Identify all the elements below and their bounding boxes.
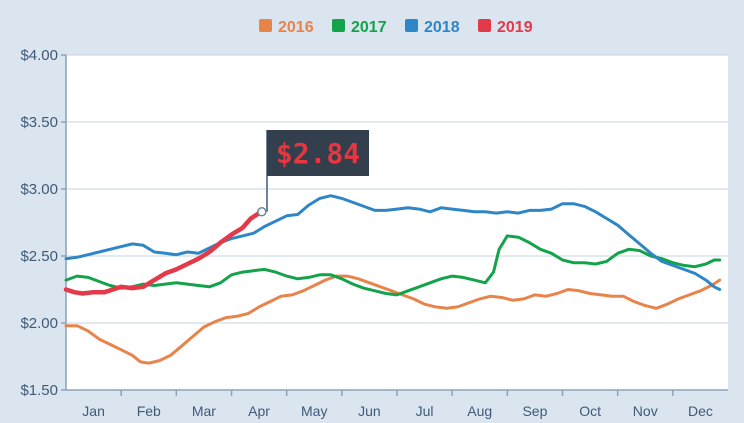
legend: 2016 2017 2018 2019 [259, 19, 533, 36]
y-tick-label: $4.00 [20, 47, 58, 64]
series-line-2016 [64, 274, 722, 365]
x-tick-label: Apr [248, 403, 270, 419]
legend-swatch-2017 [332, 19, 345, 32]
y-axis-ticks: $1.50 $2.00 $2.50 $3.00 $3.50 $4.00 [20, 47, 66, 399]
legend-swatch-2018 [405, 19, 418, 32]
x-tick-label: Aug [467, 403, 492, 419]
y-tick-label: $1.50 [20, 382, 58, 399]
x-tick-label: Feb [137, 403, 161, 419]
legend-label-2016: 2016 [278, 19, 314, 36]
legend-label-2018: 2018 [424, 19, 460, 36]
legend-swatch-2019 [478, 19, 491, 32]
series-line-2018 [64, 194, 722, 291]
x-tick-label: Mar [192, 403, 216, 419]
flag-price-label: $2.84 [276, 137, 360, 170]
x-tick-label: Dec [688, 403, 713, 419]
legend-swatch-2016 [259, 19, 272, 32]
x-tick-label: May [301, 403, 327, 419]
x-tick-label: Nov [633, 403, 658, 419]
flag-box [267, 130, 369, 176]
x-tick-label: Oct [579, 403, 601, 419]
y-tick-label: $2.00 [20, 315, 58, 332]
y-tick-label: $2.50 [20, 248, 58, 265]
x-tick-label: Sep [522, 403, 547, 419]
series-line-2019 [63, 209, 265, 296]
price-flag-annotation: $2.84 [257, 130, 369, 217]
x-tick-label: Jul [416, 403, 434, 419]
legend-label-2019: 2019 [497, 19, 533, 36]
x-tick-label: Jun [358, 403, 381, 419]
y-tick-label: $3.00 [20, 181, 58, 198]
legend-label-2017: 2017 [351, 19, 387, 36]
series-line-2017 [64, 234, 722, 297]
x-tick-label: Jan [82, 403, 105, 419]
flag-anchor-point [257, 207, 267, 217]
x-axis-ticks: Jan Feb Mar Apr May Jun Jul Aug Sep Oct Nov Dec [82, 390, 713, 419]
series-lines [63, 194, 722, 365]
plot-area [66, 55, 728, 390]
y-tick-label: $3.50 [20, 114, 58, 131]
